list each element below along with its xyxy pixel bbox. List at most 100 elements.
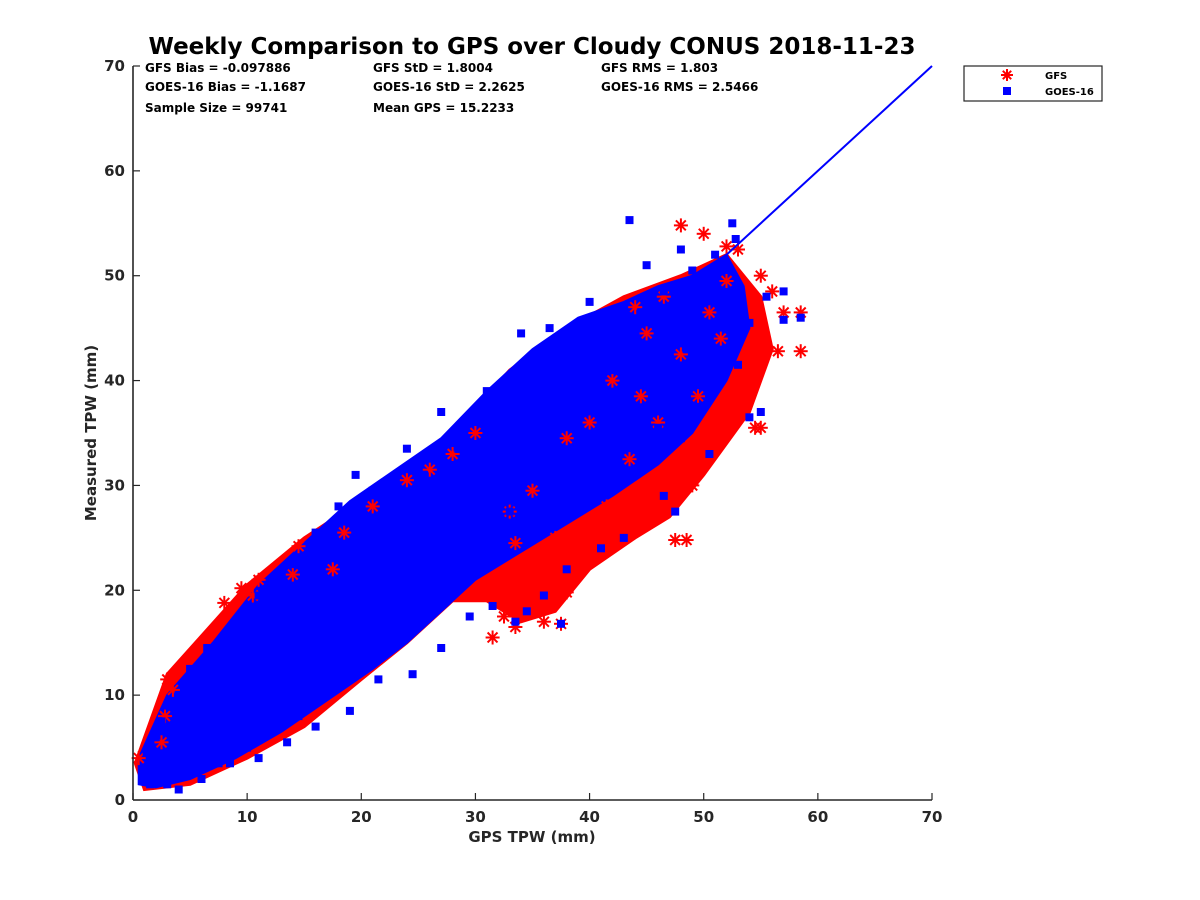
goes-point [545, 324, 554, 333]
goes-point [597, 329, 605, 338]
goes-point [591, 392, 600, 401]
gfs-point [691, 389, 705, 404]
goes-point [731, 235, 740, 243]
asterisk-stroke [167, 684, 179, 696]
goes-point [636, 355, 645, 364]
asterisk-stroke [543, 553, 556, 565]
goes-point [368, 586, 377, 595]
asterisk-stroke [401, 474, 413, 486]
gfs-point [696, 226, 711, 241]
goes-point [334, 502, 343, 511]
gfs-point [508, 536, 523, 551]
asterisk-stroke [327, 563, 339, 576]
gfs-point [582, 525, 597, 540]
goes-point [142, 748, 151, 757]
asterisk-stroke [155, 736, 168, 749]
goes-point [363, 528, 371, 537]
goes-point [180, 748, 189, 757]
goes-point [163, 780, 172, 789]
goes-point [231, 617, 240, 626]
legend-goes-square-icon [1003, 87, 1011, 95]
goes-density-region [137, 253, 751, 789]
goes-point [574, 397, 583, 406]
x-tick-label: 50 [693, 808, 714, 826]
goes-point [454, 444, 463, 453]
goes-point [174, 691, 183, 700]
asterisk-stroke [720, 275, 733, 287]
goes-point [659, 287, 668, 296]
goes-point [391, 502, 400, 511]
gfs-point [748, 420, 763, 435]
goes-point [608, 366, 617, 375]
x-tick-label: 60 [807, 808, 828, 826]
asterisk-stroke [606, 374, 619, 387]
goes-point [140, 764, 149, 773]
goes-point [203, 644, 212, 652]
goes-point [243, 701, 252, 710]
scatter-density-layer [133, 252, 774, 792]
gfs-point [160, 672, 175, 687]
asterisk-stroke [726, 406, 738, 418]
one-to-one-line [703, 65, 933, 277]
gfs-point [325, 562, 340, 577]
goes-point [174, 785, 183, 794]
goes-point [283, 738, 292, 747]
reference-line-layer [703, 65, 933, 277]
goes-point [539, 439, 548, 448]
stat-goes-bias: GOES-16 Bias = -1.1687 [145, 80, 306, 94]
goes-point [380, 633, 389, 642]
goes-point [654, 423, 663, 432]
gfs-point [217, 595, 232, 610]
goes-point [642, 261, 651, 270]
asterisk-stroke [698, 228, 710, 240]
goes-point [305, 575, 314, 584]
asterisk-stroke [749, 422, 761, 434]
goes-point [243, 743, 252, 752]
gfs-point [736, 373, 751, 388]
asterisk-stroke [526, 484, 539, 497]
asterisk-stroke [635, 390, 647, 402]
gfs-point [559, 585, 574, 600]
goes-point [711, 376, 720, 385]
goes-point [608, 418, 617, 427]
goes-point [208, 727, 217, 736]
gfs-point [497, 609, 511, 624]
asterisk-stroke [755, 327, 767, 340]
legend-gfs-asterisk-icon [1001, 69, 1013, 81]
asterisk-stroke [583, 526, 596, 539]
asterisk-stroke [583, 416, 596, 429]
legend-gfs-label: GFS [1045, 71, 1067, 82]
goes-point [705, 450, 714, 458]
goes-point [734, 360, 742, 369]
y-tick-label: 0 [115, 791, 125, 809]
x-ticks: 0 10 20 30 40 50 60 70 [128, 793, 942, 826]
goes-point [779, 287, 788, 296]
gfs-point [525, 562, 540, 577]
gfs-point [234, 581, 249, 596]
goes-point [357, 664, 366, 673]
y-tick-label: 40 [104, 372, 125, 390]
asterisk-stroke [737, 374, 750, 387]
asterisk-stroke [469, 427, 482, 439]
x-tick-label: 30 [465, 808, 486, 826]
scatter-markers-layer [131, 216, 808, 794]
asterisk-stroke [663, 479, 676, 492]
axes [132, 66, 932, 801]
asterisk-stroke [703, 306, 716, 319]
y-tick-label: 50 [104, 267, 125, 285]
goes-point [151, 769, 160, 778]
goes-point [437, 644, 446, 652]
gfs-point [251, 572, 266, 587]
goes-point [248, 628, 257, 637]
y-axis-label: Measured TPW (mm) [82, 345, 100, 521]
gfs-point [679, 533, 694, 547]
goes-point [539, 591, 548, 600]
goes-point [146, 780, 155, 789]
goes-point [334, 554, 343, 563]
asterisk-stroke [772, 345, 784, 357]
goes-point [585, 439, 594, 448]
legend-goes-label: GOES-16 [1045, 87, 1094, 98]
goes-point [597, 544, 605, 553]
